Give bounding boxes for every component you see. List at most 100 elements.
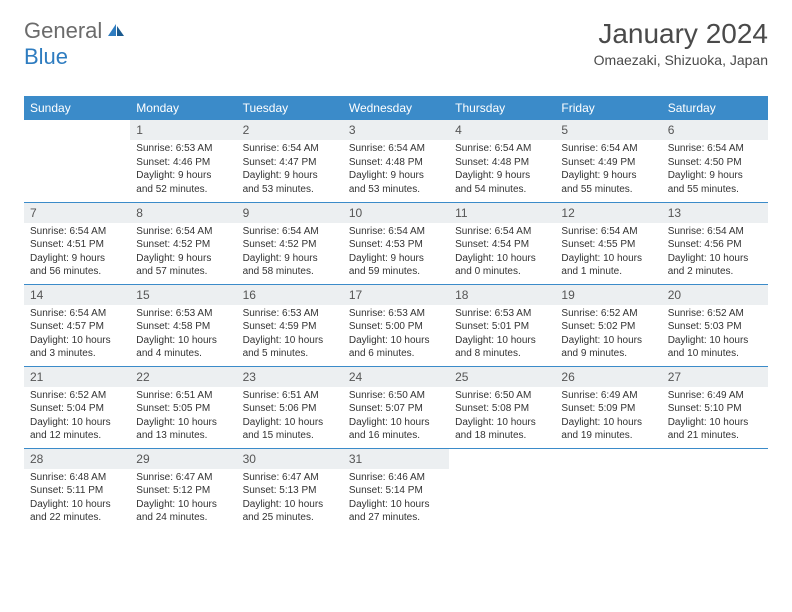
day-details: Sunrise: 6:54 AMSunset: 4:50 PMDaylight:… <box>662 140 768 200</box>
day-number: 31 <box>343 449 449 469</box>
day-details: Sunrise: 6:54 AMSunset: 4:55 PMDaylight:… <box>555 223 661 283</box>
calendar-cell: 27Sunrise: 6:49 AMSunset: 5:10 PMDayligh… <box>662 366 768 448</box>
calendar-cell: 19Sunrise: 6:52 AMSunset: 5:02 PMDayligh… <box>555 284 661 366</box>
calendar-cell: 21Sunrise: 6:52 AMSunset: 5:04 PMDayligh… <box>24 366 130 448</box>
day-details: Sunrise: 6:53 AMSunset: 4:46 PMDaylight:… <box>130 140 236 200</box>
day-number: 10 <box>343 203 449 223</box>
day-details: Sunrise: 6:54 AMSunset: 4:49 PMDaylight:… <box>555 140 661 200</box>
calendar-cell: 26Sunrise: 6:49 AMSunset: 5:09 PMDayligh… <box>555 366 661 448</box>
day-number: 2 <box>237 120 343 140</box>
day-number: 27 <box>662 367 768 387</box>
calendar-cell: 23Sunrise: 6:51 AMSunset: 5:06 PMDayligh… <box>237 366 343 448</box>
calendar-row: 28Sunrise: 6:48 AMSunset: 5:11 PMDayligh… <box>24 448 768 530</box>
day-number: 28 <box>24 449 130 469</box>
day-number: 23 <box>237 367 343 387</box>
weekday-sunday: Sunday <box>24 96 130 120</box>
month-title: January 2024 <box>594 18 768 50</box>
location-text: Omaezaki, Shizuoka, Japan <box>594 52 768 68</box>
day-details: Sunrise: 6:54 AMSunset: 4:48 PMDaylight:… <box>449 140 555 200</box>
day-details: Sunrise: 6:53 AMSunset: 5:00 PMDaylight:… <box>343 305 449 365</box>
brand-logo: General <box>24 18 128 44</box>
day-number: 6 <box>662 120 768 140</box>
day-number: 1 <box>130 120 236 140</box>
day-details: Sunrise: 6:52 AMSunset: 5:03 PMDaylight:… <box>662 305 768 365</box>
calendar-cell <box>555 448 661 530</box>
day-details: Sunrise: 6:51 AMSunset: 5:06 PMDaylight:… <box>237 387 343 447</box>
calendar-cell: 14Sunrise: 6:54 AMSunset: 4:57 PMDayligh… <box>24 284 130 366</box>
day-number: 29 <box>130 449 236 469</box>
day-number: 18 <box>449 285 555 305</box>
calendar-cell: 15Sunrise: 6:53 AMSunset: 4:58 PMDayligh… <box>130 284 236 366</box>
day-number: 30 <box>237 449 343 469</box>
calendar-cell: 29Sunrise: 6:47 AMSunset: 5:12 PMDayligh… <box>130 448 236 530</box>
day-details: Sunrise: 6:49 AMSunset: 5:09 PMDaylight:… <box>555 387 661 447</box>
title-block: January 2024 Omaezaki, Shizuoka, Japan <box>594 18 768 68</box>
calendar-cell: 16Sunrise: 6:53 AMSunset: 4:59 PMDayligh… <box>237 284 343 366</box>
calendar-cell: 25Sunrise: 6:50 AMSunset: 5:08 PMDayligh… <box>449 366 555 448</box>
calendar-row: 14Sunrise: 6:54 AMSunset: 4:57 PMDayligh… <box>24 284 768 366</box>
day-details: Sunrise: 6:51 AMSunset: 5:05 PMDaylight:… <box>130 387 236 447</box>
brand-part2-wrap: Blue <box>24 44 68 70</box>
day-details: Sunrise: 6:47 AMSunset: 5:12 PMDaylight:… <box>130 469 236 529</box>
day-details: Sunrise: 6:50 AMSunset: 5:07 PMDaylight:… <box>343 387 449 447</box>
calendar-cell: 22Sunrise: 6:51 AMSunset: 5:05 PMDayligh… <box>130 366 236 448</box>
day-details: Sunrise: 6:54 AMSunset: 4:57 PMDaylight:… <box>24 305 130 365</box>
weekday-friday: Friday <box>555 96 661 120</box>
calendar-row: 7Sunrise: 6:54 AMSunset: 4:51 PMDaylight… <box>24 202 768 284</box>
calendar-cell <box>662 448 768 530</box>
day-details: Sunrise: 6:53 AMSunset: 5:01 PMDaylight:… <box>449 305 555 365</box>
day-details: Sunrise: 6:54 AMSunset: 4:52 PMDaylight:… <box>237 223 343 283</box>
day-number: 24 <box>343 367 449 387</box>
day-details: Sunrise: 6:47 AMSunset: 5:13 PMDaylight:… <box>237 469 343 529</box>
weekday-header-row: Sunday Monday Tuesday Wednesday Thursday… <box>24 96 768 120</box>
day-number: 19 <box>555 285 661 305</box>
weekday-thursday: Thursday <box>449 96 555 120</box>
day-number: 25 <box>449 367 555 387</box>
page-header: General January 2024 Omaezaki, Shizuoka,… <box>24 18 768 68</box>
day-number: 16 <box>237 285 343 305</box>
calendar-cell: 5Sunrise: 6:54 AMSunset: 4:49 PMDaylight… <box>555 120 661 202</box>
calendar-cell: 13Sunrise: 6:54 AMSunset: 4:56 PMDayligh… <box>662 202 768 284</box>
calendar-cell: 3Sunrise: 6:54 AMSunset: 4:48 PMDaylight… <box>343 120 449 202</box>
weekday-saturday: Saturday <box>662 96 768 120</box>
day-details: Sunrise: 6:52 AMSunset: 5:04 PMDaylight:… <box>24 387 130 447</box>
calendar-cell: 2Sunrise: 6:54 AMSunset: 4:47 PMDaylight… <box>237 120 343 202</box>
day-number: 12 <box>555 203 661 223</box>
day-number: 8 <box>130 203 236 223</box>
day-number: 11 <box>449 203 555 223</box>
brand-part1: General <box>24 18 102 44</box>
day-details: Sunrise: 6:54 AMSunset: 4:52 PMDaylight:… <box>130 223 236 283</box>
calendar-cell: 31Sunrise: 6:46 AMSunset: 5:14 PMDayligh… <box>343 448 449 530</box>
day-details: Sunrise: 6:54 AMSunset: 4:47 PMDaylight:… <box>237 140 343 200</box>
weekday-wednesday: Wednesday <box>343 96 449 120</box>
day-details: Sunrise: 6:46 AMSunset: 5:14 PMDaylight:… <box>343 469 449 529</box>
calendar-row: 1Sunrise: 6:53 AMSunset: 4:46 PMDaylight… <box>24 120 768 202</box>
calendar-cell <box>24 120 130 202</box>
day-details: Sunrise: 6:53 AMSunset: 4:58 PMDaylight:… <box>130 305 236 365</box>
day-number: 3 <box>343 120 449 140</box>
day-number: 9 <box>237 203 343 223</box>
brand-part2: Blue <box>24 44 68 69</box>
calendar-row: 21Sunrise: 6:52 AMSunset: 5:04 PMDayligh… <box>24 366 768 448</box>
calendar-cell: 20Sunrise: 6:52 AMSunset: 5:03 PMDayligh… <box>662 284 768 366</box>
day-number: 17 <box>343 285 449 305</box>
calendar-cell: 1Sunrise: 6:53 AMSunset: 4:46 PMDaylight… <box>130 120 236 202</box>
day-details: Sunrise: 6:53 AMSunset: 4:59 PMDaylight:… <box>237 305 343 365</box>
calendar-body: 1Sunrise: 6:53 AMSunset: 4:46 PMDaylight… <box>24 120 768 530</box>
day-details: Sunrise: 6:54 AMSunset: 4:48 PMDaylight:… <box>343 140 449 200</box>
day-number: 21 <box>24 367 130 387</box>
weekday-tuesday: Tuesday <box>237 96 343 120</box>
day-number: 22 <box>130 367 236 387</box>
calendar-cell: 17Sunrise: 6:53 AMSunset: 5:00 PMDayligh… <box>343 284 449 366</box>
day-details: Sunrise: 6:54 AMSunset: 4:56 PMDaylight:… <box>662 223 768 283</box>
calendar-cell: 28Sunrise: 6:48 AMSunset: 5:11 PMDayligh… <box>24 448 130 530</box>
day-details: Sunrise: 6:49 AMSunset: 5:10 PMDaylight:… <box>662 387 768 447</box>
calendar-cell: 30Sunrise: 6:47 AMSunset: 5:13 PMDayligh… <box>237 448 343 530</box>
calendar-cell: 10Sunrise: 6:54 AMSunset: 4:53 PMDayligh… <box>343 202 449 284</box>
calendar-cell: 24Sunrise: 6:50 AMSunset: 5:07 PMDayligh… <box>343 366 449 448</box>
day-details: Sunrise: 6:54 AMSunset: 4:53 PMDaylight:… <box>343 223 449 283</box>
day-details: Sunrise: 6:50 AMSunset: 5:08 PMDaylight:… <box>449 387 555 447</box>
day-details: Sunrise: 6:48 AMSunset: 5:11 PMDaylight:… <box>24 469 130 529</box>
calendar-cell: 8Sunrise: 6:54 AMSunset: 4:52 PMDaylight… <box>130 202 236 284</box>
weekday-monday: Monday <box>130 96 236 120</box>
